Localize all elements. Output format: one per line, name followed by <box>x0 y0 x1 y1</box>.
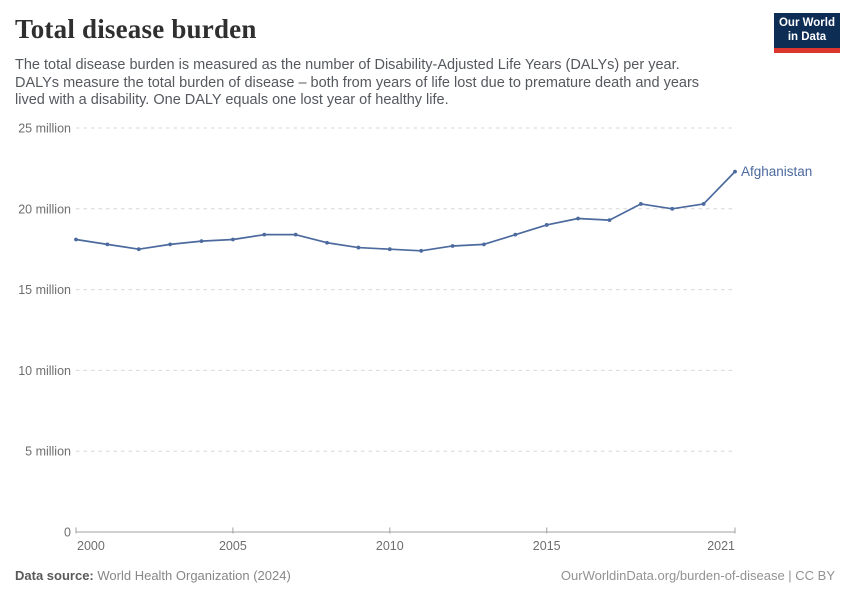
data-source-value: World Health Organization (2024) <box>97 568 291 583</box>
x-axis-tick-label: 2021 <box>707 539 735 553</box>
series-label[interactable]: Afghanistan <box>741 164 812 179</box>
chart-footer: Data source: World Health Organization (… <box>15 568 835 583</box>
data-point[interactable] <box>105 242 110 247</box>
subtitle-line: The total disease burden is measured as … <box>15 57 680 73</box>
data-point[interactable] <box>262 232 267 237</box>
owid-logo-line1: Our World <box>778 17 835 29</box>
data-point[interactable] <box>293 232 298 237</box>
data-point[interactable] <box>607 218 612 223</box>
data-point[interactable] <box>387 247 392 252</box>
data-point[interactable] <box>576 216 580 221</box>
data-point[interactable] <box>74 237 78 242</box>
owid-logo[interactable]: Our World in Data <box>774 13 840 53</box>
data-line[interactable] <box>75 170 736 252</box>
data-point[interactable] <box>701 202 706 206</box>
data-point[interactable] <box>544 223 549 227</box>
y-axis-tick-label: 20 million <box>18 202 71 216</box>
data-point[interactable] <box>199 239 204 244</box>
owid-logo-line2: in Data <box>787 31 827 43</box>
page-title: Total disease burden <box>15 14 257 44</box>
subtitle-line: lived with a disability. One DALY equals… <box>15 92 449 109</box>
y-axis-tick-label: 5 million <box>25 445 71 459</box>
data-point[interactable] <box>356 245 361 250</box>
x-axis-tick-label: 2010 <box>376 539 404 553</box>
data-point[interactable] <box>231 237 235 242</box>
y-axis-tick-label: 10 million <box>18 364 71 378</box>
data-source[interactable]: Data source: World Health Organization (… <box>15 568 291 583</box>
data-point[interactable] <box>638 202 643 206</box>
data-point[interactable] <box>450 244 455 248</box>
y-axis-tick-label: 25 million <box>18 122 71 136</box>
data-point[interactable] <box>419 248 424 253</box>
data-point[interactable] <box>325 240 329 245</box>
x-axis-tick-label: 2015 <box>533 539 561 553</box>
data-point[interactable] <box>482 242 486 247</box>
data-source-label: Data source: <box>15 568 94 583</box>
chart-subtitle: The total disease burden is measured as … <box>15 57 755 110</box>
data-point[interactable] <box>168 242 173 247</box>
x-axis-tick-label: 2005 <box>219 539 247 553</box>
data-point[interactable] <box>136 247 141 252</box>
y-axis-tick-label: 15 million <box>18 283 71 297</box>
chart-header: Total disease burden The total disease b… <box>15 14 755 110</box>
x-axis-tick-label: 2000 <box>77 539 105 553</box>
y-axis-tick-label: 0 <box>64 526 71 540</box>
data-point[interactable] <box>733 169 737 174</box>
credit-link[interactable]: OurWorldinData.org/burden-of-disease | C… <box>560 568 835 583</box>
subtitle-line: DALYs measure the total burden of diseas… <box>15 74 700 91</box>
data-point[interactable] <box>670 206 675 211</box>
data-point[interactable] <box>513 232 518 237</box>
